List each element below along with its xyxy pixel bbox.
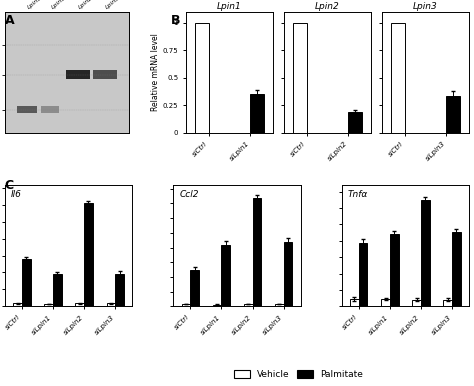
Title: Lpin2: Lpin2 (315, 2, 340, 11)
Bar (93, 71, 117, 79)
Title: Lpin3: Lpin3 (413, 2, 438, 11)
Bar (293, 23, 307, 133)
Bar (381, 299, 390, 306)
Bar (182, 304, 191, 306)
Text: Lpin2: Lpin2 (78, 0, 94, 10)
Bar (13, 303, 22, 306)
Bar (253, 198, 261, 306)
Bar (283, 242, 292, 306)
Bar (44, 304, 53, 306)
Bar (213, 305, 221, 306)
Bar (412, 300, 421, 306)
Bar (53, 274, 62, 306)
Bar (452, 232, 461, 306)
Text: B: B (171, 14, 180, 27)
Text: Il6: Il6 (11, 190, 22, 199)
Bar (22, 259, 31, 306)
Bar (115, 274, 124, 306)
Bar (244, 304, 253, 306)
Text: A: A (5, 14, 14, 27)
Bar (443, 300, 452, 306)
Bar (41, 106, 59, 113)
Bar (191, 269, 199, 306)
Bar (221, 245, 230, 306)
Bar (107, 303, 115, 306)
Bar (250, 94, 264, 133)
Bar (421, 200, 430, 306)
Text: C: C (5, 179, 14, 193)
Bar (390, 234, 399, 306)
Text: Tnfα: Tnfα (348, 190, 368, 199)
Legend: Vehicle, Palmitate: Vehicle, Palmitate (231, 367, 366, 381)
Bar (17, 106, 36, 113)
Bar (66, 71, 90, 79)
Bar (75, 303, 84, 306)
Bar (359, 243, 367, 306)
Text: Lpin1β: Lpin1β (50, 0, 70, 10)
Bar (195, 23, 209, 133)
Bar (348, 112, 362, 133)
Text: Lpin1α: Lpin1α (27, 0, 46, 10)
Bar (447, 96, 460, 133)
Bar (275, 304, 283, 306)
Bar (350, 299, 359, 306)
Text: Ccl2: Ccl2 (180, 190, 199, 199)
Bar (392, 23, 405, 133)
Y-axis label: Relative mRNA level: Relative mRNA level (151, 33, 160, 111)
Title: Lpin1: Lpin1 (217, 2, 242, 11)
Bar (84, 203, 93, 306)
Text: Lpin3: Lpin3 (105, 0, 121, 10)
